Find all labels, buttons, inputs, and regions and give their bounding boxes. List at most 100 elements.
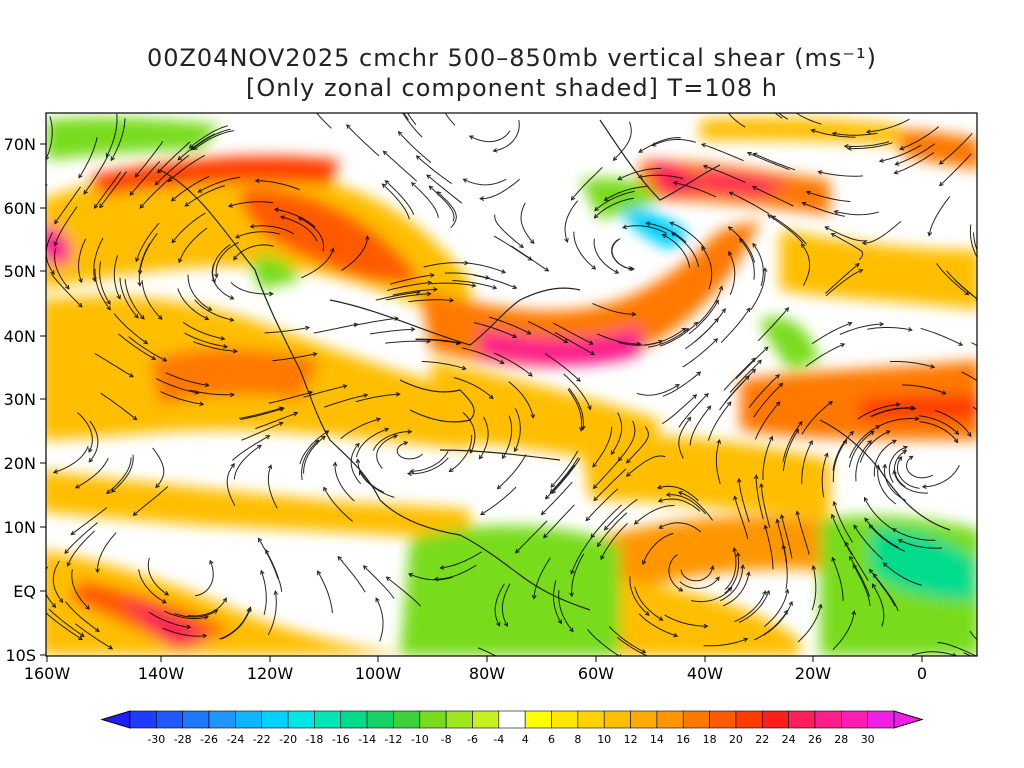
streamline [671, 232, 700, 268]
streamline-arrowhead [854, 263, 860, 268]
streamline [920, 327, 963, 346]
streamline [610, 412, 623, 455]
streamline-arrowhead [938, 160, 944, 165]
streamline [936, 263, 969, 296]
streamline [303, 435, 326, 474]
streamline-arrowhead [603, 525, 609, 531]
streamline-arrowhead [480, 510, 485, 516]
streamline-arrowhead [713, 338, 719, 343]
streamline [634, 586, 663, 621]
streamline [780, 514, 793, 559]
streamline-arrowhead [868, 568, 874, 574]
streamline [554, 332, 595, 355]
streamline-arrowhead [921, 484, 927, 490]
streamline [408, 573, 453, 581]
streamline [473, 274, 517, 289]
streamline-arrowhead [728, 250, 733, 256]
streamline [832, 431, 854, 471]
streamline-arrowhead [488, 394, 494, 400]
streamline [461, 347, 504, 364]
streamline [831, 514, 853, 555]
streamline-arrowhead [346, 124, 351, 129]
streamline [664, 614, 708, 627]
streamline [182, 321, 225, 340]
streamline [757, 307, 789, 342]
streamline-arrowhead [58, 598, 64, 604]
streamline-arrowhead [587, 405, 592, 411]
streamline-arrowhead [817, 603, 823, 609]
colorbar-label: -22 [252, 733, 271, 746]
streamline [658, 498, 701, 512]
streamline-arrowhead [740, 564, 746, 569]
streamline [652, 138, 697, 147]
streamline-arrowhead [543, 533, 548, 539]
streamline [363, 565, 395, 599]
streamline [889, 361, 935, 368]
streamline [969, 630, 977, 641]
streamline [801, 440, 813, 484]
streamline [502, 415, 513, 459]
colorbar-swatch [314, 710, 342, 729]
streamline-arrowhead [78, 173, 83, 179]
streamline-arrowhead [308, 390, 314, 396]
streamline [753, 153, 796, 171]
colorbar-label: 28 [834, 733, 849, 746]
streamline-arrowhead [471, 283, 477, 288]
streamline [626, 455, 666, 477]
streamline-arrowhead [495, 89, 499, 93]
streamline [74, 623, 113, 650]
streamline-arrowhead [52, 469, 58, 474]
streamline [638, 137, 681, 153]
streamline [638, 174, 684, 179]
streamline [406, 113, 417, 126]
streamline [748, 374, 780, 409]
streamline [355, 393, 400, 403]
streamline [902, 384, 946, 395]
streamline [776, 519, 788, 564]
streamline-arrowhead [897, 539, 903, 544]
streamline-arrowhead [899, 145, 905, 151]
streamline-arrowhead [633, 519, 639, 525]
streamline-arrowhead [768, 435, 774, 441]
streamline-arrowhead [132, 415, 138, 421]
streamline [720, 307, 751, 343]
streamline [691, 587, 732, 603]
streamline-arrowhead [95, 568, 100, 574]
streamline [501, 583, 511, 627]
streamline [77, 412, 93, 453]
streamline [369, 328, 415, 335]
streamline [46, 116, 53, 161]
streamline-arrowhead [938, 181, 944, 187]
streamline-arrowhead [844, 541, 849, 547]
streamline [563, 373, 591, 410]
streamline [478, 416, 489, 460]
streamline-arrowhead [954, 430, 960, 435]
streamline [613, 121, 632, 161]
streamline [402, 113, 423, 138]
streamline-arrowhead [657, 498, 663, 503]
colorbar-label: -18 [305, 733, 324, 746]
streamline-arrowhead [732, 546, 737, 553]
streamline-arrowhead [684, 327, 690, 333]
streamline [918, 415, 959, 435]
streamline [515, 520, 548, 554]
streamline-arrowhead [526, 330, 532, 335]
streamline [646, 222, 687, 243]
streamline [184, 185, 225, 207]
streamline [701, 143, 744, 162]
streamline [359, 471, 395, 498]
streamline-arrowhead [692, 394, 698, 399]
streamline-arrowhead [674, 384, 680, 389]
streamline [255, 412, 298, 430]
map-title-line1: 00Z04NOV2025 cmchr 500–850mb vertical sh… [146, 44, 878, 72]
streamline-arrowhead [658, 616, 664, 621]
streamline [805, 343, 845, 367]
streamline-arrowhead [751, 368, 757, 374]
streamline-arrowhead [751, 186, 757, 191]
streamline-arrowhead [78, 635, 83, 641]
streamline [857, 403, 900, 420]
colorbar-label: 6 [548, 733, 555, 746]
streamline-arrowhead [157, 315, 163, 320]
streamline [141, 280, 163, 320]
colorbar-label: 18 [702, 733, 717, 746]
